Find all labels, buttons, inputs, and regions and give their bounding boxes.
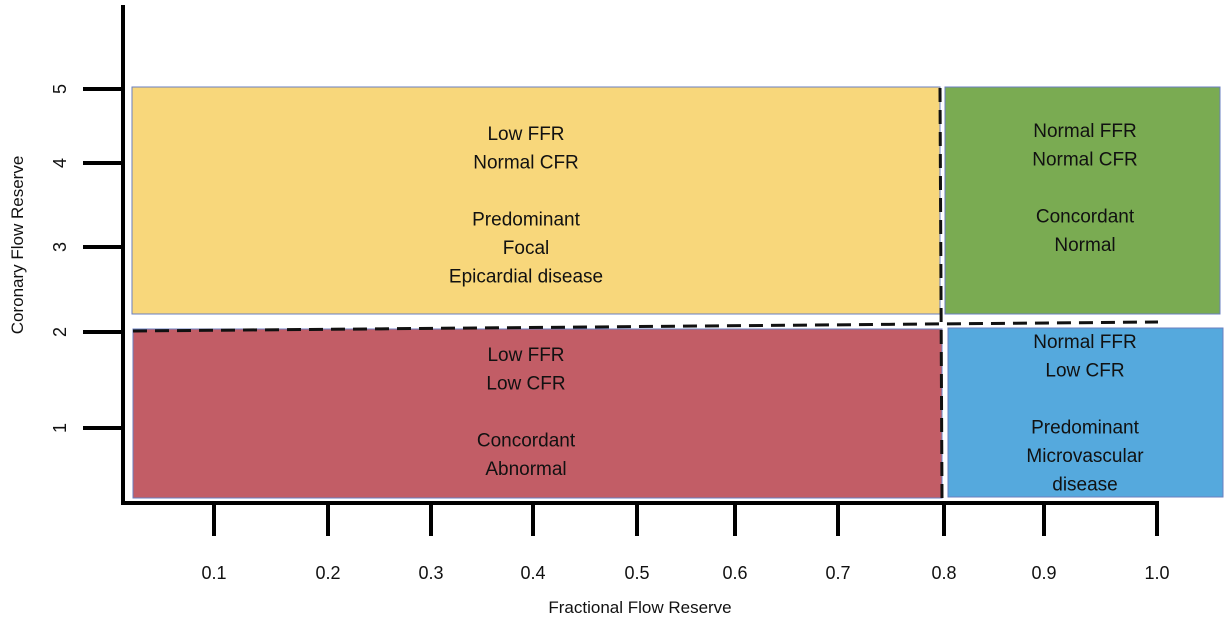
quadrant-text-line: Epicardial disease	[449, 267, 603, 288]
quadrant-text-line: Concordant	[477, 431, 576, 452]
quadrant-text-line: Normal FFR	[1033, 332, 1136, 353]
quadrant-text-line: Low FFR	[487, 124, 564, 145]
x-tick-label: 0.6	[722, 563, 747, 583]
quadrant-text-line: Predominant	[1031, 418, 1139, 439]
quadrant-text-line: Normal FFR	[1033, 121, 1136, 142]
cutoff-lines	[132, 87, 1159, 499]
quadrant-text-line: Normal	[1054, 235, 1115, 256]
quadrant-box	[132, 328, 943, 499]
cfr-cutoff-dashed-line	[132, 320, 1159, 333]
quadrant-text-line: Abnormal	[485, 459, 566, 480]
quadrant-normal-ffr-normal-cfr: Normal FFR Normal CFR Concordant Normal	[944, 86, 1221, 315]
quadrant-text-line: Low FFR	[487, 345, 564, 366]
quadrant-text-line: disease	[1052, 475, 1118, 496]
y-tick-label: 2	[50, 327, 70, 337]
y-tick-label: 5	[50, 84, 70, 94]
quadrant-low-ffr-normal-cfr: Low FFR Normal CFR Predominant Focal Epicard…	[131, 86, 941, 315]
quadrant-text-line: Microvascular	[1026, 446, 1144, 467]
quadrant-text-line: Focal	[503, 238, 549, 259]
y-tick-label: 3	[50, 242, 70, 252]
quadrant-normal-ffr-low-cfr: Normal FFR Low CFR Predominant Microvascula…	[947, 327, 1224, 498]
quadrant-text-line: Normal CFR	[473, 153, 579, 174]
y-tick-label: 4	[50, 158, 70, 168]
quadrant-text-line: Low CFR	[1045, 361, 1124, 382]
x-tick-label: 0.5	[624, 563, 649, 583]
quadrant-text-line: Normal CFR	[1032, 150, 1138, 171]
x-tick-label: 0.2	[315, 563, 340, 583]
x-tick-label: 0.1	[201, 563, 226, 583]
x-tick-label: 1.0	[1144, 563, 1169, 583]
quadrants: Low FFR Normal CFR Predominant Focal Epicard…	[131, 86, 1224, 499]
quadrant-text-line: Low CFR	[486, 374, 565, 395]
quadrant-box	[131, 86, 941, 315]
x-tick-label: 0.4	[520, 563, 545, 583]
quadrant-box	[944, 86, 1221, 315]
y-axis-label: Coronary Flow Reserve	[8, 156, 27, 335]
x-tick-label: 0.9	[1031, 563, 1056, 583]
x-tick-label: 0.7	[825, 563, 850, 583]
x-tick-label: 0.8	[931, 563, 956, 583]
y-tick-label: 1	[50, 423, 70, 433]
quadrant-box	[947, 327, 1224, 498]
quadrant-text-line: Predominant	[472, 210, 580, 231]
quadrant-low-ffr-low-cfr: Low FFR Low CFR Concordant Abnormal	[132, 328, 943, 499]
x-axis-label: Fractional Flow Reserve	[548, 598, 731, 617]
quadrant-text-line: Concordant	[1036, 207, 1135, 228]
ffr-cutoff-dashed-line	[938, 87, 944, 499]
x-tick-label: 0.3	[418, 563, 443, 583]
